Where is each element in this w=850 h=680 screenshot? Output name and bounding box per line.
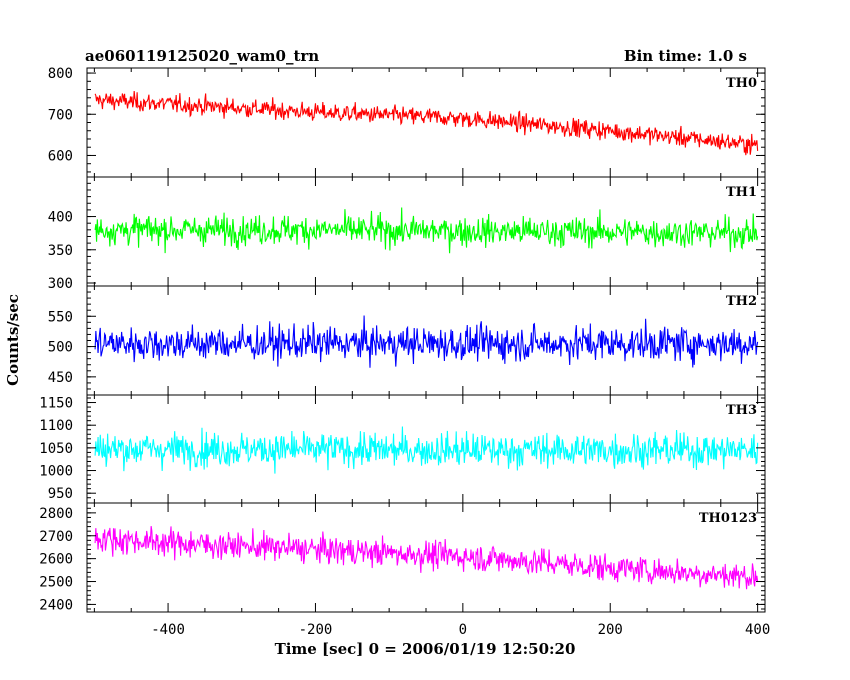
chart-title: ae060119125020_wam0_trn — [85, 47, 319, 65]
band-label-th0123: TH0123 — [699, 511, 757, 526]
x-tick-label: 200 — [598, 622, 623, 638]
chart-subtitle: Bin time: 1.0 s — [624, 47, 747, 65]
band-label-th3: TH3 — [726, 403, 757, 418]
y-axis-label: Counts/sec — [4, 294, 22, 386]
y-tick-label: 350 — [48, 243, 73, 259]
plot-layer: 600 700 800 TH0 300 350 400 TH1 450 500 550 TH2 950 1… — [39, 66, 770, 638]
y-tick-label: 500 — [48, 340, 73, 356]
panel-th0: 600 700 800 TH0 — [48, 66, 766, 178]
y-tick-label: 700 — [48, 107, 73, 123]
x-tick-label: -400 — [151, 622, 185, 638]
band-label-th0: TH0 — [726, 76, 757, 91]
y-tick-label: 550 — [48, 309, 73, 325]
panel-th1: 300 350 400 TH1 — [48, 176, 766, 292]
y-tick-label: 1100 — [39, 418, 73, 434]
y-tick-label: 1050 — [39, 441, 73, 457]
panel-th3: 950 1000 1050 1100 1150 TH3 — [39, 394, 766, 504]
series-line-th3 — [94, 426, 759, 474]
panel-th0123: 2400 2500 2600 2700 2800 TH0123 — [39, 502, 766, 613]
x-axis-label: Time [sec] 0 = 2006/01/19 12:50:20 — [275, 640, 576, 658]
y-tick-label: 450 — [48, 370, 73, 386]
y-tick-label: 2500 — [39, 575, 73, 591]
series-line-th0 — [94, 90, 759, 156]
series-line-th2 — [94, 315, 759, 368]
band-label-th2: TH2 — [726, 294, 757, 309]
x-tick-label: -200 — [299, 622, 333, 638]
y-tick-label: 300 — [48, 276, 73, 292]
y-tick-label: 1000 — [39, 464, 73, 480]
y-tick-label: 950 — [48, 486, 73, 502]
y-tick-label: 1150 — [39, 396, 73, 412]
series-line-th0123 — [94, 526, 759, 590]
panel-th2: 450 500 550 TH2 — [48, 285, 766, 396]
panel-frame — [86, 502, 766, 613]
y-tick-label: 2600 — [39, 552, 73, 568]
y-tick-label: 2800 — [39, 506, 73, 522]
y-tick-label: 2400 — [39, 597, 73, 613]
y-tick-label: 2700 — [39, 529, 73, 545]
series-line-th1 — [94, 207, 759, 254]
x-tick-label: 400 — [745, 622, 770, 638]
y-tick-label: 400 — [48, 210, 73, 226]
x-tick-label: 0 — [459, 622, 467, 638]
panel-frame — [86, 67, 766, 178]
y-tick-label: 600 — [48, 148, 73, 164]
band-label-th1: TH1 — [726, 185, 757, 200]
y-tick-label: 800 — [48, 66, 73, 82]
